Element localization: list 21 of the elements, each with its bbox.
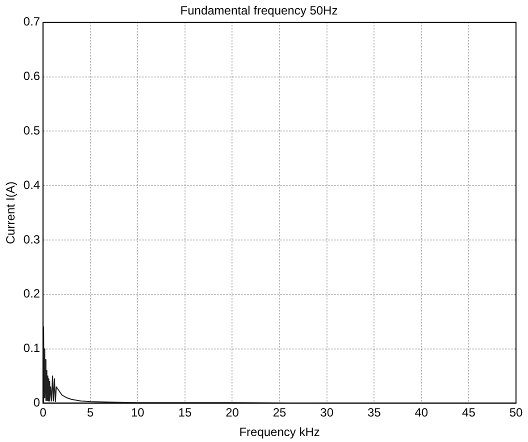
x-tick-label: 25: [272, 406, 287, 420]
y-tick-label: 0.6: [23, 69, 40, 84]
x-tick-label: 50: [509, 406, 523, 420]
x-tick-label: 40: [414, 406, 428, 420]
x-tick-label: 5: [87, 406, 94, 420]
x-tick-label: 45: [462, 406, 476, 420]
x-tick-label: 15: [178, 406, 192, 420]
y-tick-label: 0.4: [23, 178, 40, 192]
y-tick-label: 0.2: [23, 286, 40, 301]
x-tick-label: 10: [130, 406, 145, 420]
x-tick-label: 20: [226, 406, 240, 420]
y-tick-label: 0.3: [23, 232, 40, 246]
y-tick-label: 0.7: [23, 14, 40, 29]
x-tick-label: 35: [367, 406, 382, 420]
x-tick-label: 30: [320, 406, 334, 420]
chart-title: Fundamental frequency 50Hz: [180, 4, 338, 18]
x-axis-title: Frequency kHz: [239, 425, 320, 440]
y-tick-label: 0: [33, 396, 40, 410]
y-tick-label: 0.1: [23, 341, 40, 356]
y-axis-title: Current I(A): [4, 181, 18, 244]
y-tick-label: 0.5: [23, 124, 40, 138]
